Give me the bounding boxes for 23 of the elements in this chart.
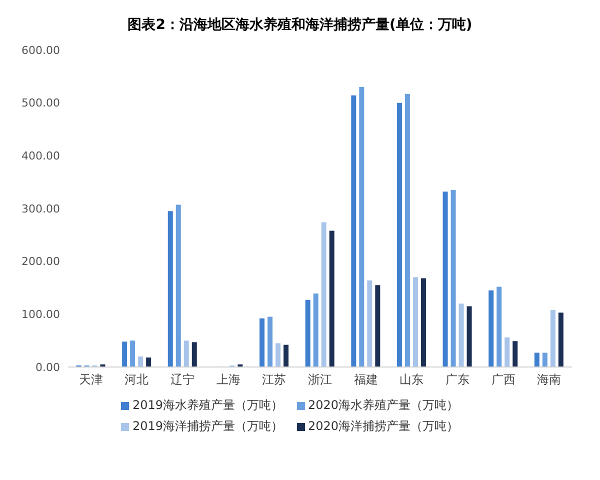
x-tick-label: 辽宁: [170, 372, 195, 387]
x-tick-label: 江苏: [262, 372, 286, 387]
x-tick-label: 福建: [354, 372, 378, 387]
y-tick-label: 600.00: [22, 44, 60, 57]
y-tick-label: 100.00: [22, 308, 60, 322]
x-tick-label: 海南: [537, 372, 562, 387]
y-tick-label: 300.00: [22, 202, 60, 216]
legend-label: 2019海洋捕捞产量（万吨）: [132, 418, 283, 435]
x-tick-label: 广西: [491, 372, 516, 387]
legend-label: 2020海水养殖产量（万吨）: [308, 397, 459, 414]
x-tick-label: 山东: [400, 372, 424, 387]
x-tick-label: 广东: [445, 372, 470, 387]
legend-label: 2019海水养殖产量（万吨）: [132, 397, 283, 414]
x-tick-label: 天津: [78, 372, 103, 387]
y-tick-label: 500.00: [22, 96, 60, 110]
chart-title: 图表2：沿海地区海水养殖和海洋捕捞产量(单位：万吨): [126, 16, 474, 34]
y-tick-label: 200.00: [22, 255, 60, 268]
y-tick-label: 400.00: [22, 150, 60, 163]
legend-label: 2020海洋捕捞产量（万吨）: [308, 418, 459, 435]
x-tick-label: 河北: [124, 372, 149, 387]
x-tick-label: 上海: [216, 372, 240, 387]
x-tick-label: 浙江: [308, 372, 332, 387]
y-tick-label: 0.00: [36, 360, 60, 374]
